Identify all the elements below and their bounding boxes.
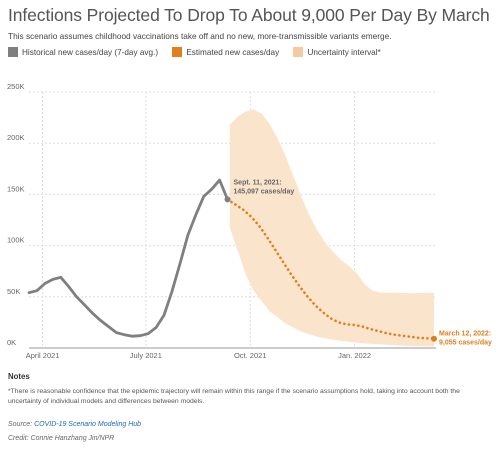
legend-label-uncertainty: Uncertainty interval* xyxy=(307,47,381,57)
legend-item-estimated: Estimated new cases/day xyxy=(172,47,279,57)
legend-swatch-uncertainty xyxy=(293,47,304,57)
legend-item-uncertainty: Uncertainty interval* xyxy=(293,47,381,57)
legend-label-historical: Historical new cases/day (7-day avg.) xyxy=(22,47,159,57)
legend: Historical new cases/day (7-day avg.) Es… xyxy=(8,47,496,59)
source-link[interactable]: COVID-19 Scenario Modeling Hub xyxy=(34,421,142,428)
x-tick-label: April 2021 xyxy=(26,351,60,360)
x-tick-label: July 2021 xyxy=(130,351,162,360)
y-tick-label: 200K xyxy=(7,133,25,142)
chart-title: Infections Projected To Drop To About 9,… xyxy=(8,5,490,25)
x-tick-label: Jan. 2022 xyxy=(338,351,371,360)
annotation-sept-value: 145,097 cases/day xyxy=(234,188,295,195)
notes-heading: Notes xyxy=(8,372,30,381)
source-line: Source: COVID-19 Scenario Modeling Hub xyxy=(8,421,141,428)
annotation-march-date: March 12, 2022: xyxy=(439,331,491,338)
annotation-sept-date: Sept. 11, 2021: xyxy=(234,179,282,186)
legend-item-historical: Historical new cases/day (7-day avg.) xyxy=(8,47,158,57)
annotation-marker-sept xyxy=(224,196,231,203)
chart-subtitle: This scenario assumes childhood vaccinat… xyxy=(8,31,392,41)
y-tick-label: 50K xyxy=(7,287,20,296)
uncertainty-band xyxy=(229,109,434,347)
y-tick-label: 100K xyxy=(7,236,25,245)
legend-label-estimated: Estimated new cases/day xyxy=(186,47,280,57)
source-prefix: Source: xyxy=(8,421,35,428)
line-chart: 0K 50K 100K 150K 200K 250K April 2021 July 2021… xyxy=(7,82,492,360)
series-line-estimated xyxy=(226,198,436,341)
series-line-historical xyxy=(27,178,229,338)
legend-swatch-estimated xyxy=(172,47,183,57)
y-tick-label: 0K xyxy=(7,338,16,347)
y-tick-label: 150K xyxy=(7,184,25,193)
notes-text: *There is reasonable confidence that the… xyxy=(8,388,460,405)
annotation-march-value: 9,055 cases/day xyxy=(439,340,492,347)
x-tick-label: Oct. 2021 xyxy=(234,351,267,360)
y-tick-label: 250K xyxy=(7,82,25,91)
legend-swatch-historical xyxy=(8,47,18,57)
annotation-marker-march xyxy=(431,335,437,342)
credit-line: Credit: Connie Hanzhang Jin/NPR xyxy=(8,435,115,442)
